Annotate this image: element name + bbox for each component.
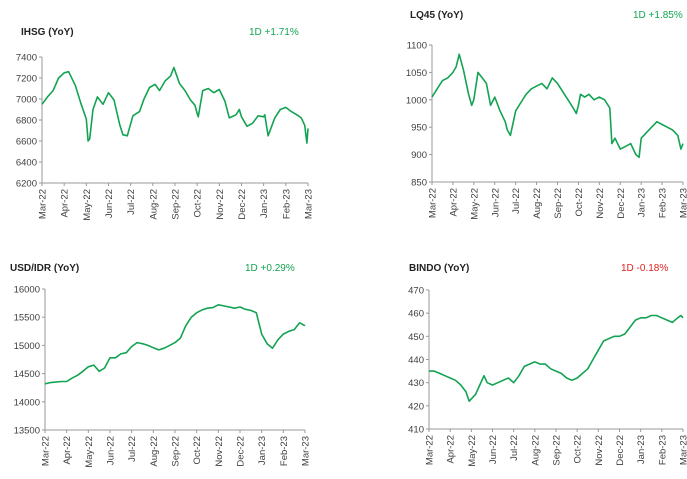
x-tick-label: Jan-23 [636, 435, 647, 464]
x-tick-label: Feb-23 [658, 188, 669, 218]
x-tick-label: Mar-22 [41, 436, 52, 466]
chart-title: IHSG (YoY) [21, 27, 74, 38]
x-tick-label: Feb-23 [279, 436, 290, 466]
x-tick-label: Aug-22 [148, 189, 159, 220]
line-chart-ihsg: 6200 6400 6600 6800 7000 7200 7400 Mar-22 Apr-22… [16, 53, 315, 221]
line-chart-bindo: 410 420 430 440 450 460 470 Mar-22 Apr-22 May-22 J… [408, 286, 687, 467]
x-tick-label: Mar-22 [428, 188, 439, 218]
chart-title: BINDO (YoY) [409, 263, 470, 274]
x-tick-label: Nov-22 [595, 188, 606, 219]
y-tick-label: 430 [408, 378, 424, 389]
y-tick-label: 6800 [16, 116, 37, 127]
x-tick-label: Aug-22 [532, 188, 543, 219]
x-tick-label: May-22 [82, 189, 93, 221]
x-tick-label: Aug-22 [149, 436, 160, 467]
y-tick-label: 900 [411, 150, 427, 161]
x-tick-label: Sep-22 [171, 436, 182, 467]
x-tick-label: May-22 [469, 188, 480, 220]
x-tick-label: Jul-22 [127, 436, 138, 462]
x-tick-label: Jul-22 [511, 188, 522, 214]
y-tick-label: 7400 [16, 53, 37, 64]
x-tick-label: Jun-22 [490, 188, 501, 217]
x-tick-label: Apr-22 [446, 435, 457, 464]
x-tick-label: Sep-22 [553, 188, 564, 219]
x-tick-label: May-22 [467, 435, 478, 467]
series-line [44, 303, 306, 385]
x-tick-label: Dec-22 [237, 189, 248, 220]
x-tick-label: Feb-23 [281, 189, 292, 219]
x-tick-label: Dec-22 [615, 435, 626, 466]
y-tick-label: 7000 [16, 95, 37, 106]
x-tick-label: Aug-22 [530, 435, 541, 466]
daily-change-label: 1D -0.18% [621, 263, 669, 274]
x-tick-label: Oct-22 [192, 436, 203, 465]
x-tick-label: Jun-22 [104, 189, 115, 218]
x-tick-label: Feb-23 [657, 435, 668, 465]
x-tick-label: Sep-22 [552, 435, 563, 466]
series-line [41, 66, 309, 144]
x-tick-label: Oct-22 [573, 435, 584, 464]
y-tick-label: 450 [408, 332, 424, 343]
x-tick-label: Apr-22 [60, 189, 71, 218]
y-tick-label: 14500 [14, 369, 40, 380]
x-tick-label: Sep-22 [171, 189, 182, 220]
y-tick-label: 16000 [14, 285, 40, 296]
series-line [429, 314, 684, 402]
x-tick-label: Jan-23 [259, 189, 270, 218]
x-tick-label: Mar-23 [304, 189, 315, 219]
daily-change-label: 1D +0.29% [245, 263, 295, 274]
y-tick-label: 15000 [14, 341, 40, 352]
y-tick-label: 1050 [406, 68, 427, 79]
y-tick-label: 1000 [406, 95, 427, 106]
x-tick-label: Dec-22 [616, 188, 627, 219]
x-tick-label: Oct-22 [574, 188, 585, 217]
x-tick-label: Jun-22 [488, 435, 499, 464]
y-tick-label: 950 [411, 123, 427, 134]
x-tick-label: Apr-22 [448, 188, 459, 217]
y-tick-label: 850 [411, 178, 427, 189]
chart-title: LQ45 (YoY) [410, 10, 464, 21]
daily-change-label: 1D +1.71% [249, 27, 299, 38]
daily-change-label: 1D +1.85% [633, 10, 683, 21]
y-tick-label: 6200 [16, 179, 37, 190]
x-tick-label: Mar-23 [679, 435, 687, 465]
x-tick-label: Apr-22 [62, 436, 73, 465]
x-tick-label: Jul-22 [509, 435, 520, 461]
x-tick-label: May-22 [84, 436, 95, 468]
y-tick-label: 15500 [14, 313, 40, 324]
x-tick-label: Dec-22 [236, 436, 247, 467]
x-tick-label: Jan-23 [637, 188, 648, 217]
y-tick-label: 1100 [407, 41, 427, 52]
x-tick-label: Mar-22 [425, 435, 436, 465]
x-tick-label: Nov-22 [214, 436, 225, 467]
x-tick-label: Jun-22 [106, 436, 117, 465]
y-tick-label: 470 [408, 286, 424, 297]
y-tick-label: 460 [408, 309, 424, 320]
x-tick-label: Mar-22 [38, 189, 49, 219]
y-tick-label: 410 [408, 425, 424, 436]
x-tick-label: Nov-22 [594, 435, 605, 466]
y-tick-label: 440 [408, 355, 424, 366]
x-tick-label: Jul-22 [126, 189, 137, 215]
y-tick-label: 420 [408, 401, 424, 412]
x-tick-label: Mar-23 [301, 436, 312, 466]
line-chart-usdidr: 13500 14000 14500 15000 15500 16000 Mar-22 Apr-… [14, 285, 312, 468]
x-tick-label: Nov-22 [215, 189, 226, 220]
y-tick-label: 7200 [16, 74, 37, 85]
series-line [431, 53, 684, 159]
y-tick-label: 14000 [14, 397, 40, 408]
y-tick-label: 6600 [16, 137, 37, 148]
x-tick-label: Oct-22 [193, 189, 204, 218]
x-tick-label: Jan-23 [257, 436, 268, 465]
y-tick-label: 6400 [16, 158, 37, 169]
chart-title: USD/IDR (YoY) [10, 263, 80, 274]
x-tick-label: Mar-23 [679, 188, 687, 218]
y-tick-label: 13500 [14, 426, 40, 437]
line-chart-lq45: 850 900 950 1000 1050 1100 Mar-22 Apr-22 May-22 J… [406, 41, 687, 220]
